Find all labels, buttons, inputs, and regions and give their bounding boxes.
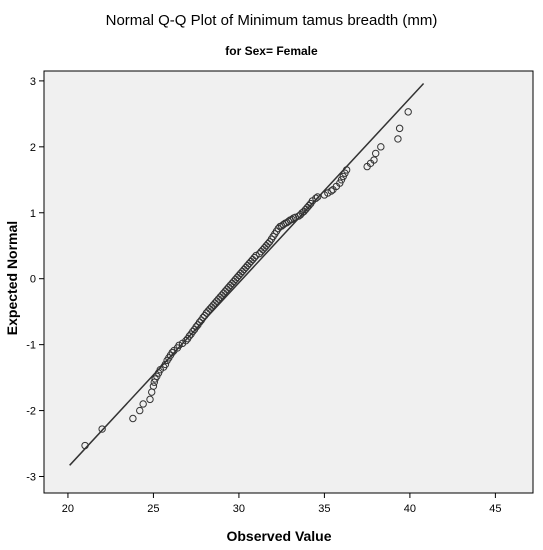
- data-point: [149, 382, 158, 390]
- y-tick-label: -1: [26, 340, 36, 352]
- data-point: [394, 135, 402, 143]
- data-point: [312, 194, 320, 202]
- data-point: [395, 124, 404, 133]
- x-tick-label: 40: [404, 503, 416, 515]
- x-tick-label: 30: [233, 503, 245, 515]
- y-tick-label: 2: [30, 142, 36, 154]
- data-point: [139, 400, 147, 408]
- x-axis: 20 25 30 35 40 45: [62, 493, 502, 515]
- data-point: [161, 360, 170, 369]
- data-point: [264, 240, 272, 248]
- x-axis-label: Observed Value: [226, 528, 331, 544]
- x-tick-label: 45: [489, 503, 501, 515]
- chart-subtitle: for Sex= Female: [225, 44, 318, 58]
- data-point: [377, 143, 385, 151]
- data-point: [305, 201, 313, 210]
- data-point: [327, 187, 335, 195]
- x-tick-label: 25: [147, 503, 159, 515]
- y-tick-label: -2: [26, 406, 36, 418]
- data-point: [81, 441, 89, 450]
- data-points: [81, 108, 412, 450]
- y-tick-label: -3: [26, 472, 36, 484]
- y-tick-label: 0: [30, 274, 36, 286]
- data-point: [136, 406, 144, 415]
- data-point: [250, 253, 259, 262]
- data-point: [192, 323, 200, 331]
- data-point: [313, 193, 322, 201]
- x-tick-label: 35: [318, 503, 330, 515]
- data-point: [129, 414, 137, 423]
- data-point: [199, 313, 207, 322]
- data-point: [195, 318, 204, 326]
- y-axis-label: Expected Normal: [4, 221, 20, 335]
- data-point: [146, 395, 154, 404]
- chart-title: Normal Q-Q Plot of Minimum tamus breadth…: [106, 12, 438, 29]
- data-point: [371, 149, 380, 158]
- data-point: [404, 108, 412, 116]
- data-point: [98, 425, 106, 433]
- data-point: [189, 327, 197, 336]
- data-point: [370, 156, 378, 164]
- y-tick-label: 1: [30, 208, 36, 220]
- data-point: [150, 378, 158, 386]
- data-point: [168, 348, 176, 357]
- x-tick-label: 20: [62, 503, 74, 515]
- plot-area: [43, 70, 534, 494]
- y-axis: 3 2 1 0 -1 -2 -3: [26, 76, 44, 484]
- data-point: [182, 336, 190, 345]
- data-point: [185, 332, 194, 340]
- y-tick-label: 3: [30, 76, 36, 88]
- data-point: [342, 166, 351, 174]
- reference-line: [69, 83, 425, 466]
